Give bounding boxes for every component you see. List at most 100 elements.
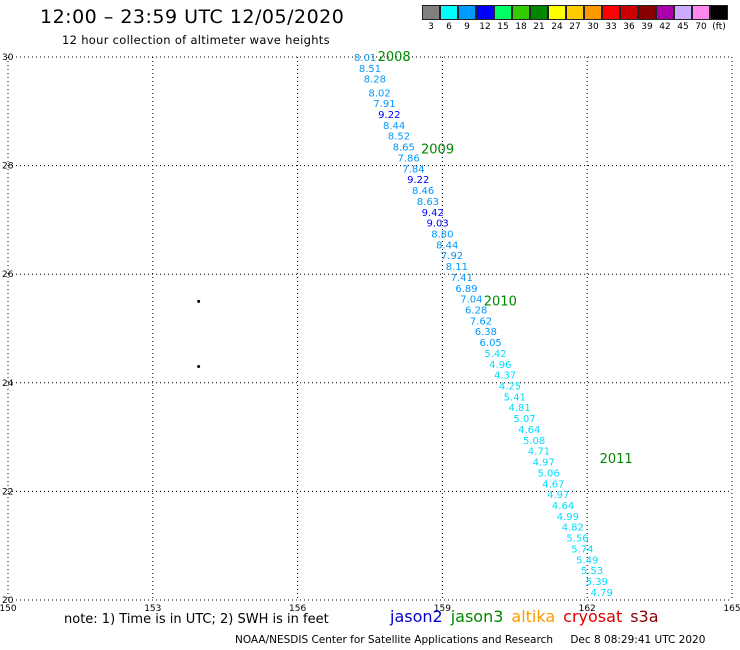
swh-value: 6.28 [465, 305, 487, 316]
time-labels: 2008 2009 2010 2011 [378, 50, 633, 467]
colorbar-label: 30 [587, 22, 599, 32]
colorbar-label: 45 [677, 22, 689, 32]
swh-value: 8.65 [393, 143, 415, 154]
colorbar-swatch [692, 5, 710, 20]
legend-item-s3a: s3a [630, 607, 659, 626]
swh-value: 7.62 [470, 316, 492, 327]
satellite-legend: jason2 jason3 altika cryosat s3a [390, 607, 667, 626]
swh-value: 8.28 [364, 75, 386, 86]
swh-value: 8.02 [369, 88, 391, 99]
colorbar-label: 39 [641, 22, 653, 32]
colorbar-swatch [422, 5, 440, 20]
swh-value: 7.92 [441, 251, 463, 262]
swh-value: 4.71 [528, 447, 550, 458]
swh-value: 5.53 [581, 566, 603, 577]
grid-layer [7, 56, 733, 601]
colorbar-label: 12 [479, 22, 491, 32]
y-tick-label: 20 [2, 596, 14, 606]
colorbar-swatch [710, 5, 728, 20]
colorbar-label: 15 [497, 22, 509, 32]
x-tick-label: 159 [434, 604, 451, 614]
swh-value: 4.97 [547, 490, 569, 501]
swh-value: 8.80 [431, 229, 453, 240]
swh-value: 9.22 [407, 175, 429, 186]
colorbar-label: 27 [569, 22, 581, 32]
time-label: 2011 [600, 452, 633, 467]
colorbar-label: 18 [515, 22, 527, 32]
x-tick-label: 156 [289, 604, 306, 614]
swh-value: 8.52 [388, 132, 410, 143]
colorbar-swatch [638, 5, 656, 20]
time-label: 2008 [378, 50, 411, 65]
colorbar-label: 33 [605, 22, 617, 32]
legend-item-jason3: jason3 [450, 607, 504, 626]
swh-value: 8.63 [417, 197, 439, 208]
colorbar-swatch [548, 5, 566, 20]
swh-value: 5.41 [504, 392, 526, 403]
swh-value: 5.56 [566, 534, 588, 545]
swh-value: 5.08 [523, 436, 545, 447]
swh-value: 6.89 [455, 284, 477, 295]
colorbar-label: 70 [695, 22, 707, 32]
page-title: 12:00 – 23:59 UTC 12/05/2020 [40, 6, 345, 28]
location-marker [197, 299, 201, 303]
swh-value: 9.03 [426, 219, 448, 230]
swh-value: 4.25 [499, 382, 521, 393]
colorbar-swatch [620, 5, 638, 20]
colorbar-swatch [674, 5, 692, 20]
axis-tick-labels: 150 153 156 159 162 165 20 22 24 26 28 30 [0, 53, 740, 614]
swh-value: 4.81 [508, 403, 530, 414]
swh-value: 4.64 [518, 425, 540, 436]
swh-value: 6.05 [480, 338, 502, 349]
swh-value: 8.11 [446, 262, 468, 273]
swh-value: 4.67 [542, 479, 564, 490]
footer-agency: NOAA/NESDIS Center for Satellite Applica… [235, 634, 553, 646]
colorbar-label: 3 [428, 22, 434, 32]
time-label: 2010 [484, 294, 517, 309]
colorbar-swatch [656, 5, 674, 20]
swh-value: 7.84 [402, 164, 424, 175]
colorbar-swatch [602, 5, 620, 20]
colorbar-label: 42 [659, 22, 671, 32]
colorbar-swatch [476, 5, 494, 20]
footer: NOAA/NESDIS Center for Satellite Applica… [235, 634, 719, 646]
colorbar-label: 21 [533, 22, 545, 32]
legend-item-altika: altika [511, 607, 556, 626]
swh-value: 8.01 [354, 53, 376, 64]
swh-value: 6.38 [475, 327, 497, 338]
colorbar-label: 24 [551, 22, 563, 32]
swh-value: 5.07 [513, 414, 535, 425]
swh-value: 4.37 [494, 371, 516, 382]
y-tick-label: 26 [2, 270, 14, 280]
swh-value: 4.96 [489, 360, 511, 371]
y-tick-label: 22 [2, 487, 13, 497]
swh-value: 8.46 [412, 186, 434, 197]
swh-value: 4.64 [552, 501, 574, 512]
swh-value: 4.79 [591, 588, 613, 599]
x-tick-label: 162 [579, 604, 596, 614]
swh-value: 8.51 [359, 64, 381, 75]
swh-value: 5.49 [576, 555, 598, 566]
colorbar-swatch [512, 5, 530, 20]
legend-item-jason2: jason2 [390, 607, 443, 626]
swh-value: 4.99 [557, 512, 579, 523]
x-tick-label: 165 [723, 604, 740, 614]
swh-value: 7.41 [451, 273, 473, 284]
swh-value: 8.44 [383, 121, 405, 132]
colorbar-swatch [530, 5, 548, 20]
swh-value: 7.86 [397, 153, 419, 164]
time-label: 2009 [421, 142, 454, 157]
swh-value: 5.39 [586, 577, 608, 588]
y-tick-label: 28 [2, 162, 14, 172]
colorbar-label: 6 [446, 22, 452, 32]
y-tick-label: 24 [2, 379, 14, 389]
swh-value: 9.42 [422, 208, 444, 219]
colorbar-label: 36 [623, 22, 635, 32]
note-text: note: 1) Time is in UTC; 2) SWH is in fe… [64, 612, 329, 627]
swh-value: 5.06 [537, 468, 559, 479]
location-marker [197, 365, 201, 369]
footer-timestamp: Dec 8 08:29:41 UTC 2020 [570, 634, 706, 646]
page-subtitle: 12 hour collection of altimeter wave hei… [62, 33, 330, 47]
colorbar-swatch [494, 5, 512, 20]
